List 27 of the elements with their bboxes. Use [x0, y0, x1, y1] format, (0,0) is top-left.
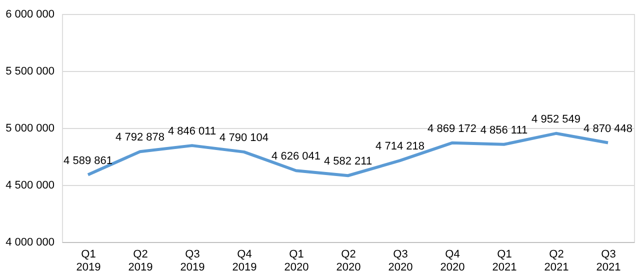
x-tick-label: Q2 2020	[336, 248, 361, 274]
x-tick-label: Q3 2021	[596, 248, 621, 274]
y-tick-label: 4 500 000	[6, 180, 54, 192]
data-label: 4 856 111	[480, 124, 528, 136]
x-tick-label: Q2 2021	[544, 248, 569, 274]
data-label: 4 790 104	[220, 132, 268, 144]
data-label: 4 714 218	[376, 140, 424, 153]
x-tick-label: Q2 2019	[128, 248, 153, 274]
x-tick-label: Q4 2019	[232, 248, 257, 274]
x-tick-label: Q1 2020	[284, 248, 309, 274]
data-label: 4 870 448	[584, 122, 632, 135]
x-tick-label: Q1 2019	[76, 248, 101, 274]
data-label: 4 589 861	[64, 154, 112, 167]
x-tick-label: Q1 2021	[492, 248, 517, 274]
data-label: 4 582 211	[324, 156, 372, 168]
y-tick-label: 6 000 000	[6, 8, 54, 20]
x-tick-label: Q4 2020	[440, 248, 465, 274]
x-tick-label: Q3 2019	[180, 248, 205, 274]
x-tick-label: Q3 2020	[388, 248, 413, 274]
data-label: 4 626 041	[272, 150, 320, 163]
y-tick-label: 4 000 000	[6, 236, 54, 248]
y-tick-label: 5 000 000	[6, 122, 54, 134]
data-label: 4 792 878	[116, 132, 164, 144]
y-tick-label: 5 500 000	[6, 66, 54, 78]
data-label: 4 952 549	[532, 113, 580, 126]
data-label: 4 846 011	[168, 126, 216, 138]
data-label: 4 869 172	[428, 122, 476, 135]
